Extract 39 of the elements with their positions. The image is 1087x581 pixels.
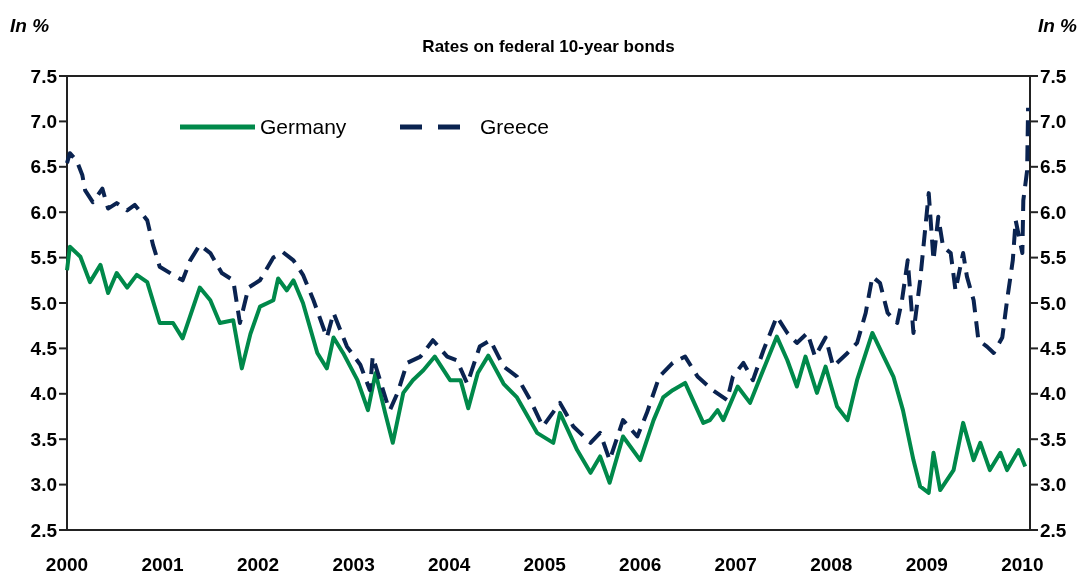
x-tick-label: 2003: [332, 554, 375, 575]
y-tick-label: 5.0: [30, 292, 57, 314]
y2-tick-label: 4.0: [1040, 383, 1067, 405]
x-tick-label: 2010: [1001, 554, 1044, 575]
x-tick-label: 2009: [905, 554, 948, 575]
x-tick-label: 2005: [523, 554, 567, 575]
y2-axis-title: In %: [1037, 15, 1078, 36]
y2-tick-label: 6.5: [1040, 156, 1067, 178]
y2-tick-label: 5.5: [1040, 247, 1067, 269]
x-tick-label: 2006: [619, 554, 662, 575]
x-tick-label: 2004: [428, 554, 471, 575]
x-tick-label: 2002: [236, 554, 280, 575]
y2-tick-label: 6.0: [1040, 201, 1067, 223]
y-tick-label: 3.0: [30, 474, 57, 496]
y-tick-label: 3.5: [30, 428, 58, 450]
y2-tick-label: 5.0: [1040, 292, 1067, 314]
x-tick-label: 2007: [714, 554, 757, 575]
y2-tick-label: 3.0: [1040, 474, 1067, 496]
y2-tick-label: 7.5: [1040, 65, 1067, 87]
y2-tick-label: 4.5: [1040, 338, 1067, 360]
x-tick-label: 2001: [141, 554, 185, 575]
legend-label: Greece: [480, 115, 549, 139]
y-tick-label: 2.5: [30, 519, 58, 541]
chart-title: Rates on federal 10-year bonds: [422, 37, 675, 56]
line-series: [65, 244, 1028, 495]
y2-tick-label: 3.5: [1040, 428, 1067, 450]
y2-tick-label: 7.0: [1040, 111, 1067, 133]
y-tick-label: 7.5: [30, 65, 58, 87]
y-tick-label: 6.5: [30, 156, 58, 178]
x-tick-label: 2000: [45, 554, 89, 575]
legend-label: Germany: [260, 115, 347, 139]
y-tick-label: 5.5: [30, 247, 58, 269]
y-tick-label: 4.0: [30, 383, 57, 405]
y-tick-label: 4.5: [30, 338, 58, 360]
y2-tick-label: 2.5: [1040, 519, 1067, 541]
y-tick-label: 7.0: [30, 111, 57, 133]
y-tick-label: 6.0: [30, 201, 57, 223]
y-axis-title: In %: [10, 15, 50, 36]
x-tick-label: 2008: [810, 554, 853, 575]
